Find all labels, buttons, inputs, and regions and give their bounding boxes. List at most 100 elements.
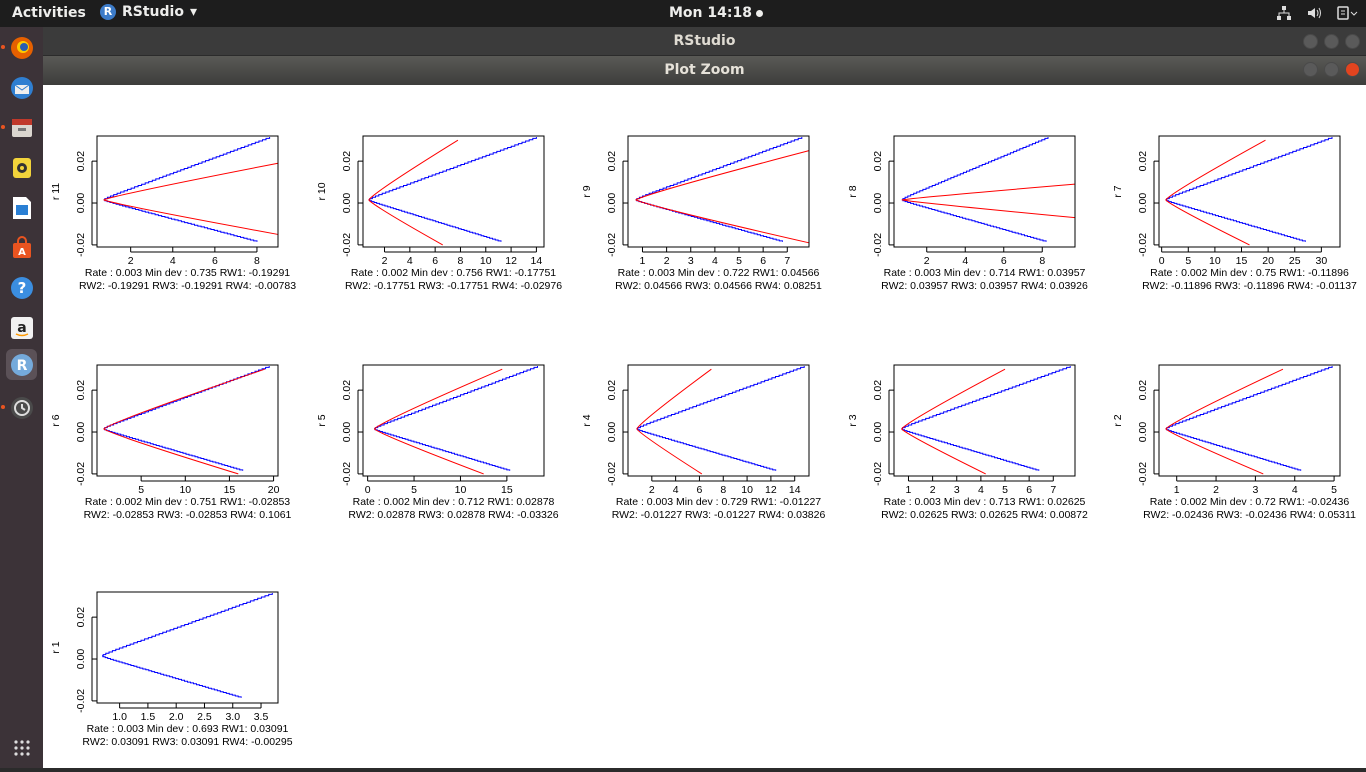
y-tick-label: 0.02 [1137, 151, 1149, 172]
x-tick-label: 4 [962, 255, 968, 267]
dock: A ? a R [0, 27, 43, 768]
plot-r-1: -0.02 0.00 0.02 1.0 1.5 2.0 2.5 3.0 3.5 r 1 Rate :… [50, 591, 293, 748]
x-tick-label: 4 [712, 255, 718, 267]
amazon-icon[interactable]: a [6, 312, 37, 343]
close-button[interactable] [1345, 34, 1360, 49]
plot-caption-line-1: Rate : 0.003 Min dev : 0.713 RW1: 0.0262… [884, 496, 1086, 508]
plot-frame [96, 591, 279, 704]
plot-zoom-titlebar[interactable]: Plot Zoom [43, 56, 1366, 85]
red-upper-line [1165, 139, 1266, 201]
firefox-icon[interactable] [6, 32, 37, 63]
rstudio-dock-icon[interactable]: R [6, 349, 37, 380]
y-tick-label: 0.00 [606, 422, 618, 443]
show-applications-icon[interactable] [6, 732, 37, 763]
plot-r-5: -0.02 0.00 0.02 0 5 10 15 r 5 Rate : 0.002 Min d… [316, 364, 559, 521]
y-axis-label: r 10 [316, 182, 328, 200]
y-tick-label: -0.02 [1137, 462, 1149, 486]
y-tick-label: 0.02 [75, 607, 87, 628]
rhythmbox-icon[interactable] [6, 152, 37, 183]
y-axis-label: r 5 [316, 414, 328, 426]
y-tick-label: 0.00 [606, 193, 618, 214]
plot-frame [362, 364, 545, 477]
x-tick-label: 4 [1292, 484, 1298, 496]
x-tick-label: 2 [924, 255, 930, 267]
plot-caption-line-1: Rate : 0.003 Min dev : 0.735 RW1: -0.192… [85, 267, 290, 279]
app-menu[interactable]: R RStudio ▾ [100, 4, 197, 20]
x-tick-label: 5 [1002, 484, 1008, 496]
x-tick-label: 2 [649, 484, 655, 496]
help-icon[interactable]: ? [6, 272, 37, 303]
x-tick-label: 10 [741, 484, 753, 496]
x-tick-label: 10 [480, 255, 492, 267]
y-tick-label: 0.02 [341, 151, 353, 172]
plot-caption-line-1: Rate : 0.003 Min dev : 0.714 RW1: 0.0395… [884, 267, 1086, 279]
plot-caption-line-1: Rate : 0.002 Min dev : 0.756 RW1: -0.177… [351, 267, 556, 279]
rstudio-titlebar[interactable]: RStudio [43, 27, 1366, 55]
x-tick-label: 7 [784, 255, 790, 267]
plot-caption-line-2: RW2: 0.03091 RW3: 0.03091 RW4: -0.00295 [82, 736, 292, 748]
x-tick-label: 0 [1159, 255, 1165, 267]
blue-upper-step-line [636, 366, 805, 430]
thunderbird-icon[interactable] [6, 72, 37, 103]
plot-frame [627, 135, 810, 248]
x-tick-label: 2 [664, 255, 670, 267]
software-updater-icon[interactable] [6, 392, 37, 423]
maximize-button[interactable] [1324, 34, 1339, 49]
writer-icon[interactable] [6, 192, 37, 223]
y-tick-label: 0.00 [341, 193, 353, 214]
y-axis-label: r 3 [847, 414, 859, 426]
blue-lower-step-line [103, 199, 258, 242]
y-tick-label: 0.02 [872, 151, 884, 172]
plot-frame [96, 364, 279, 477]
x-tick-label: 5 [1331, 484, 1337, 496]
blue-lower-step-line [368, 199, 502, 242]
x-tick-label: 6 [1026, 484, 1032, 496]
clock-label: Mon 14:18 [669, 5, 752, 21]
rstudio-logo-icon: R [100, 4, 116, 20]
software-center-icon[interactable]: A [6, 232, 37, 263]
maximize-button[interactable] [1324, 62, 1339, 77]
x-tick-label: 1 [640, 255, 646, 267]
x-tick-label: 5 [1185, 255, 1191, 267]
system-tray[interactable] [1276, 5, 1358, 21]
red-lower-line [901, 199, 1076, 219]
plot-caption-line-2: RW2: -0.02436 RW3: -0.02436 RW4: 0.05311 [1143, 509, 1356, 521]
minimize-button[interactable] [1303, 34, 1318, 49]
x-tick-label: 8 [458, 255, 464, 267]
red-lower-line [635, 199, 810, 244]
blue-upper-step-line [102, 593, 273, 657]
plot-caption-line-1: Rate : 0.002 Min dev : 0.75 RW1: -0.1189… [1150, 267, 1349, 279]
x-tick-label: 1 [1174, 484, 1180, 496]
red-lower-line [103, 199, 279, 235]
y-tick-label: -0.02 [872, 462, 884, 486]
blue-upper-step-line [901, 366, 1071, 430]
x-tick-label: 4 [170, 255, 176, 267]
power-menu-icon [1336, 5, 1358, 21]
network-icon [1276, 5, 1292, 21]
svg-text:?: ? [17, 279, 26, 297]
plot-frame [627, 364, 810, 477]
red-upper-line [373, 368, 503, 430]
plot-frame [893, 135, 1076, 248]
close-button[interactable] [1345, 62, 1360, 77]
x-tick-label: 3.5 [254, 711, 269, 723]
minimize-button[interactable] [1303, 62, 1318, 77]
blue-lower-step-line [901, 199, 1047, 242]
plot-caption-line-2: RW2: -0.11896 RW3: -0.11896 RW4: -0.0113… [1142, 280, 1357, 292]
blue-upper-step-line [103, 366, 270, 430]
running-indicator [1, 125, 5, 129]
plot-caption-line-1: Rate : 0.002 Min dev : 0.72 RW1: -0.0243… [1150, 496, 1350, 508]
x-tick-label: 3 [688, 255, 694, 267]
files-icon[interactable] [6, 112, 37, 143]
x-tick-label: 8 [1039, 255, 1045, 267]
plot-r-3: -0.02 0.00 0.02 1 2 3 4 5 6 7 r 3 Rate : 0.003 Min … [847, 364, 1088, 521]
x-tick-label: 6 [432, 255, 438, 267]
activities-button[interactable]: Activities [12, 5, 86, 21]
x-tick-label: 2.0 [169, 711, 184, 723]
red-upper-line [1165, 368, 1284, 430]
plot-r-10: -0.02 0.00 0.02 2 4 6 8 10 12 14 r 10 Rate : 0.002 … [316, 135, 562, 292]
blue-upper-step-line [635, 137, 803, 201]
clock[interactable]: Mon 14:18 [669, 5, 763, 21]
red-upper-line [901, 368, 1006, 430]
red-lower-line [901, 428, 986, 475]
